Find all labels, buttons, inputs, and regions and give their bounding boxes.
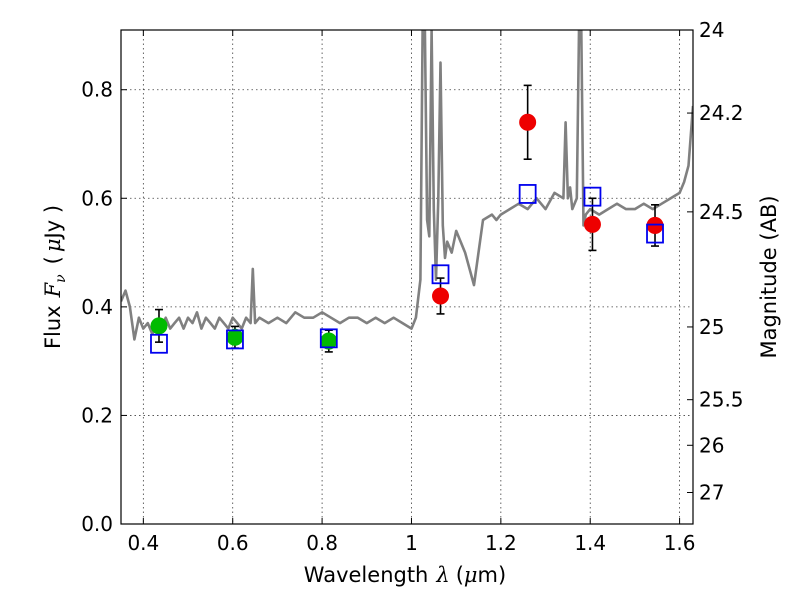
y2-tick-label: 25.5	[699, 388, 744, 412]
y-tick-label: 0.2	[81, 403, 113, 427]
photometry-point	[583, 215, 601, 233]
y-axis-label: FluxFν(μJy )	[41, 205, 69, 349]
series-1	[150, 308, 338, 353]
y2-tick-label: 24.5	[699, 200, 744, 224]
photometry-point	[519, 113, 537, 131]
model-flux-square	[431, 264, 450, 285]
y2-axis-label: Magnitude (AB)	[757, 195, 781, 358]
photometry-point	[226, 328, 244, 346]
axis-ticks: 0.4 0.6 0.8 1 1.2 1.4 1.6 0.0 0.2 0.4 0.6 0.8 24 24.2…	[81, 18, 743, 555]
grid-lines	[121, 30, 693, 525]
y2-tick-label: 25	[699, 315, 724, 339]
y-tick-label: 0.0	[81, 512, 113, 536]
x-tick-label: 0.4	[127, 531, 159, 555]
y2-tick-label: 24.2	[699, 101, 744, 125]
plot-data	[121, 30, 693, 354]
model-flux-square	[150, 333, 168, 354]
model-flux-square	[518, 184, 537, 204]
model-flux-square	[226, 329, 244, 350]
x-axis-label: Wavelength λ (μm)	[304, 563, 506, 587]
model-flux-square	[646, 223, 664, 244]
x-tick-label: 0.6	[217, 531, 249, 555]
x-tick-label: 1.4	[574, 531, 606, 555]
y-tick-label: 0.4	[81, 295, 113, 319]
series-0	[121, 30, 693, 341]
x-tick-label: 1.2	[485, 531, 517, 555]
series-3	[150, 184, 664, 354]
y2-tick-label: 27	[699, 481, 724, 505]
x-tick-label: 0.8	[306, 531, 338, 555]
model-flux-square	[319, 328, 338, 349]
model-spectrum-line	[121, 30, 693, 341]
series-2	[432, 84, 664, 315]
y2-tick-label: 26	[699, 433, 724, 457]
model-flux-square	[583, 186, 602, 207]
y-tick-label: 0.6	[81, 186, 113, 210]
plot-frame	[120, 29, 694, 525]
y-tick-label: 0.8	[81, 78, 113, 102]
photometry-point	[150, 317, 168, 335]
x-tick-label: 1.6	[664, 531, 696, 555]
x-tick-label: 1	[405, 531, 418, 555]
y2-tick-label: 24	[699, 18, 724, 42]
photometry-point	[432, 287, 450, 305]
